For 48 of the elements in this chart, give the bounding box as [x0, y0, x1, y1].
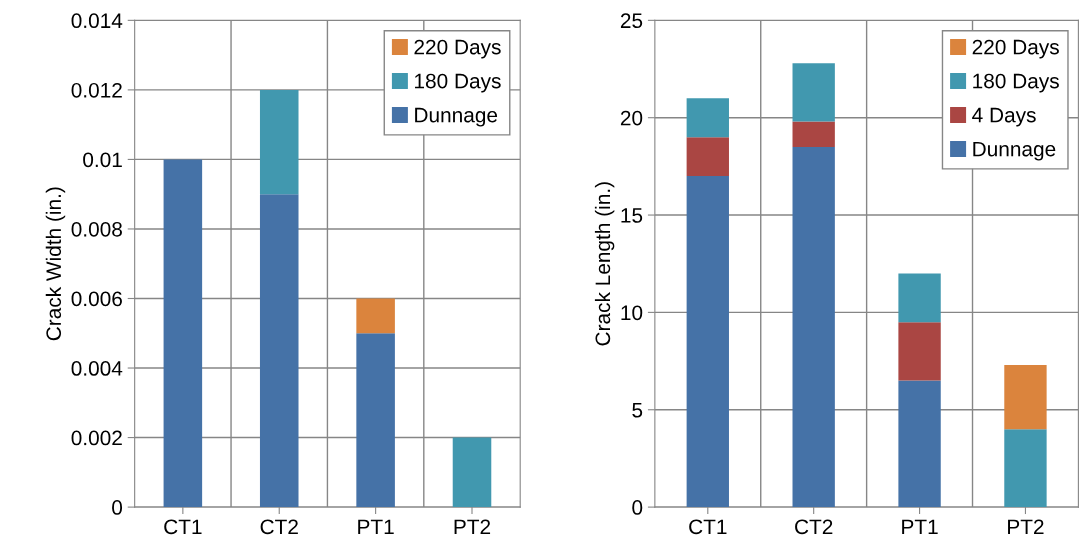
y-tick-label: 0.008 — [71, 221, 122, 237]
legend-label: 220 Days — [414, 39, 501, 59]
x-tick-label: CT1 — [689, 519, 727, 535]
bar — [356, 298, 395, 334]
bar — [686, 98, 729, 138]
legend-label: 4 Days — [972, 107, 1036, 127]
y-tick-label: 20 — [620, 110, 643, 126]
bar — [792, 63, 835, 122]
y-tick-label: 0.012 — [71, 82, 122, 98]
bar — [1004, 429, 1047, 508]
bar — [898, 322, 941, 381]
y-tick-label: 0.002 — [71, 430, 122, 446]
x-tick-label: PT2 — [1008, 519, 1044, 534]
bar — [452, 437, 492, 508]
y-tick-label: 0 — [112, 500, 123, 515]
x-tick-label: CT2 — [795, 519, 833, 535]
bar — [163, 159, 203, 508]
y-tick-label: 10 — [621, 305, 643, 321]
x-tick-label: CT1 — [164, 519, 202, 535]
x-tick-label: PT1 — [358, 519, 394, 534]
bar — [259, 194, 299, 508]
bar — [259, 89, 299, 195]
x-tick-label: PT2 — [454, 519, 491, 534]
y-tick-label: 0 — [632, 500, 643, 515]
bar — [686, 137, 729, 177]
bar — [1004, 364, 1047, 430]
x-tick-label: CT2 — [260, 519, 298, 535]
legend-label: Dunnage — [415, 107, 498, 127]
bar — [356, 333, 395, 508]
x-tick-label: PT1 — [902, 519, 938, 534]
legend-label: Dunnage — [973, 141, 1056, 161]
bar — [792, 121, 835, 147]
legend-label: 180 Days — [973, 73, 1059, 93]
bar — [898, 380, 941, 508]
y-tick-label: 0.004 — [71, 361, 123, 376]
bar — [898, 273, 941, 323]
legend-label: 220 Days — [972, 39, 1059, 59]
y-tick-label: 25 — [620, 13, 643, 29]
bar — [686, 176, 729, 508]
y-tick-label: 0.006 — [71, 291, 122, 307]
y-tick-label: 0.014 — [71, 13, 123, 29]
y-axis-title: Crack Width (in.) — [45, 187, 66, 341]
y-tick-label: 0.01 — [83, 152, 122, 168]
bar — [792, 146, 835, 508]
legend-label: 180 Days — [415, 73, 501, 93]
y-axis-title: Crack Length (in.) — [594, 182, 615, 346]
y-tick-label: 15 — [621, 208, 643, 223]
y-tick-label: 5 — [632, 402, 643, 418]
